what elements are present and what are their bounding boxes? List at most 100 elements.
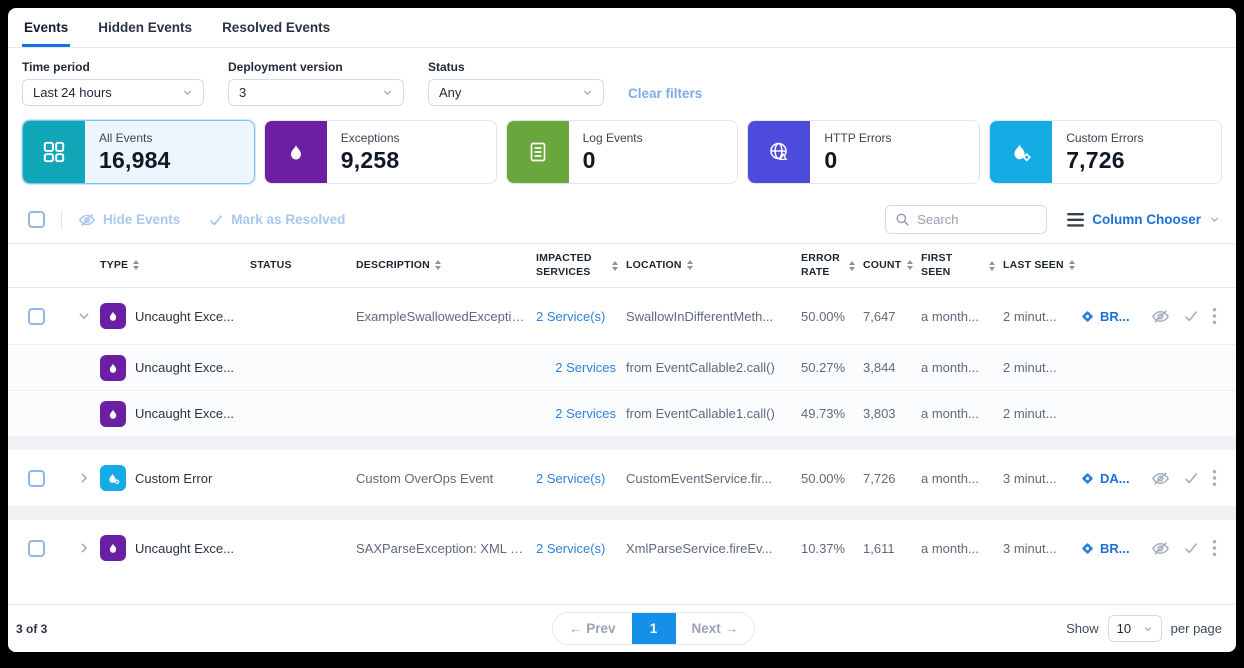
impacted-services-link[interactable]: 2 Service(s)	[536, 308, 606, 324]
table-row[interactable]: Custom Error Custom OverOps Event 2 Serv…	[8, 450, 1236, 506]
row-actions	[1151, 469, 1220, 488]
collapse-row-button[interactable]	[68, 309, 100, 323]
chevron-down-icon	[1210, 217, 1219, 222]
chevron-down-icon	[183, 90, 192, 95]
resolve-event-icon[interactable]	[1183, 308, 1199, 324]
pagination: ← Prev 1 Next →	[552, 612, 756, 645]
card-http-errors[interactable]: HTTP Errors 0	[747, 120, 981, 184]
impacted-services-link[interactable]: 2 Services	[555, 406, 616, 421]
deployment-version-select[interactable]: 3	[228, 79, 404, 106]
row-checkbox[interactable]	[28, 307, 45, 325]
last-seen-cell: 3 minut...	[1003, 540, 1057, 556]
card-custom-errors[interactable]: Custom Errors 7,726	[989, 120, 1222, 184]
event-type-label: Custom Error	[135, 470, 213, 486]
table-row[interactable]: Uncaught Exce... SAXParseException: XML …	[8, 520, 1236, 576]
column-header-impacted-services[interactable]: IMPACTED SERVICES	[536, 252, 626, 279]
kebab-menu-icon[interactable]	[1212, 539, 1217, 557]
error-rate-cell: 50.00%	[801, 470, 846, 486]
sort-icon	[849, 260, 855, 271]
hide-event-icon[interactable]	[1151, 469, 1170, 488]
status-select[interactable]: Any	[428, 79, 604, 106]
current-page-button[interactable]: 1	[631, 613, 676, 644]
row-checkbox[interactable]	[28, 469, 45, 487]
column-header-last-seen[interactable]: LAST SEEN	[1003, 259, 1081, 273]
toolbar-divider	[61, 209, 62, 230]
impacted-services-link[interactable]: 2 Service(s)	[536, 470, 606, 486]
column-chooser-button[interactable]: Column Chooser	[1067, 212, 1220, 227]
tab-resolved-events[interactable]: Resolved Events	[222, 20, 331, 35]
count-cell: 1,611	[863, 540, 895, 556]
kebab-menu-icon[interactable]	[1212, 469, 1217, 487]
page-size-select[interactable]: 10	[1107, 615, 1162, 642]
tab-hidden-events[interactable]: Hidden Events	[98, 20, 193, 35]
clear-filters-link[interactable]: Clear filters	[628, 86, 703, 101]
prev-page-button[interactable]: ← Prev	[569, 621, 616, 636]
row-label-chip[interactable]: BR...	[1081, 541, 1151, 556]
column-header-first-seen[interactable]: FIRST SEEN	[921, 252, 1003, 279]
search-icon	[896, 213, 909, 226]
column-header-status[interactable]: STATUS	[250, 258, 292, 271]
search-box	[885, 205, 1048, 234]
table-subrow[interactable]: Uncaught Exce... 2 Services from EventCa…	[8, 344, 1236, 390]
hide-events-button[interactable]: Hide Events	[78, 211, 180, 229]
card-all-events[interactable]: All Events 16,984	[22, 120, 255, 184]
search-input[interactable]	[917, 212, 1028, 227]
event-type-label: Uncaught Exce...	[135, 308, 234, 324]
card-label: Exceptions	[340, 130, 400, 145]
events-dashboard: Events Hidden Events Resolved Events Tim…	[8, 8, 1236, 652]
table-toolbar: Hide Events Mark as Resolved Column Choo…	[8, 196, 1236, 244]
row-actions	[1151, 539, 1220, 558]
resolve-event-icon[interactable]	[1183, 470, 1199, 486]
location-cell: SwallowInDifferentMeth...	[626, 308, 774, 324]
chevron-down-icon	[79, 313, 89, 320]
mark-resolved-button[interactable]: Mark as Resolved	[208, 212, 345, 228]
table-row[interactable]: Uncaught Exce... ExampleSwallowedExcepti…	[8, 288, 1236, 344]
time-period-select[interactable]: Last 24 hours	[22, 79, 204, 106]
kebab-menu-icon[interactable]	[1212, 307, 1217, 325]
card-log-events[interactable]: Log Events 0	[505, 120, 739, 184]
column-header-count[interactable]: COUNT	[863, 259, 921, 273]
card-value: 0	[582, 146, 596, 173]
eye-off-icon	[78, 213, 96, 226]
event-type-label: Uncaught Exce...	[135, 540, 234, 556]
sort-icon	[133, 260, 140, 271]
row-label-chip[interactable]: DA...	[1081, 471, 1151, 486]
hide-event-icon[interactable]	[1151, 539, 1170, 558]
event-type-label: Uncaught Exce...	[135, 406, 234, 421]
card-exceptions[interactable]: Exceptions 9,258	[263, 120, 497, 184]
impacted-services-link[interactable]: 2 Services	[555, 360, 616, 375]
first-seen-cell: a month...	[921, 308, 979, 324]
sort-icon	[907, 260, 913, 271]
column-header-location[interactable]: LOCATION	[626, 259, 801, 273]
row-label-chip[interactable]: BR...	[1081, 309, 1151, 324]
event-type-cell: Custom Error	[100, 465, 250, 491]
uncaught-exception-flame-icon	[100, 303, 126, 329]
sort-icon	[1068, 260, 1075, 271]
impacted-services-link[interactable]: 2 Service(s)	[536, 540, 606, 556]
table-subrow[interactable]: Uncaught Exce... 2 Services from EventCa…	[8, 390, 1236, 436]
select-all-checkbox[interactable]	[28, 211, 45, 228]
column-header-description[interactable]: DESCRIPTION	[356, 259, 536, 273]
stat-cards: All Events 16,984 Exceptions 9,258 Log E…	[8, 120, 1236, 184]
uncaught-exception-flame-icon	[100, 400, 126, 427]
per-page-label: per page	[1170, 621, 1222, 636]
expand-row-button[interactable]	[68, 471, 100, 485]
time-period-filter: Time period Last 24 hours	[22, 60, 204, 106]
column-header-type[interactable]: TYPE	[100, 259, 250, 273]
row-checkbox[interactable]	[28, 539, 45, 557]
expand-row-button[interactable]	[68, 541, 100, 555]
location-cell: from EventCallable1.call()	[626, 406, 775, 421]
column-header-error-rate[interactable]: ERROR RATE	[801, 252, 863, 279]
hamburger-icon	[1067, 212, 1085, 227]
status-value: Any	[439, 85, 462, 100]
chevron-right-icon	[81, 473, 88, 483]
resolve-event-icon[interactable]	[1183, 540, 1199, 556]
show-label: Show	[1066, 621, 1099, 636]
mark-resolved-label: Mark as Resolved	[231, 212, 346, 227]
location-cell: XmlParseService.fireEv...	[626, 540, 773, 556]
hide-event-icon[interactable]	[1151, 307, 1170, 326]
last-seen-cell: 2 minut...	[1003, 406, 1057, 421]
diamond-icon	[1082, 472, 1093, 484]
tab-events[interactable]: Events	[22, 10, 71, 47]
next-page-button[interactable]: Next →	[691, 621, 739, 636]
